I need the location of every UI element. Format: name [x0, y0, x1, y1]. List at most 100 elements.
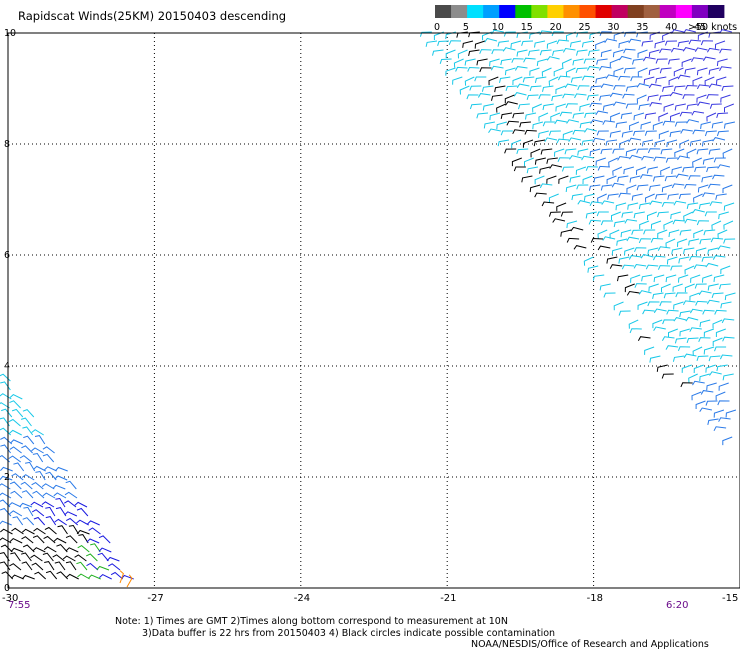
wind-barb	[673, 301, 684, 310]
wind-barb	[631, 193, 643, 201]
wind-barb	[689, 139, 702, 147]
wind-barb	[613, 101, 626, 107]
wind-barb	[11, 408, 24, 418]
wind-barb	[523, 57, 536, 63]
wind-barb	[21, 490, 34, 499]
wind-barb	[550, 112, 561, 122]
credit-line: NOAA/NESDIS/Office of Research and Appli…	[471, 639, 709, 650]
wind-barb	[722, 148, 733, 158]
wind-barb	[610, 112, 621, 122]
wind-barb	[439, 58, 452, 64]
wind-barb	[647, 301, 660, 307]
wind-barb	[611, 247, 623, 256]
wind-barb	[670, 211, 681, 220]
wind-barb	[673, 67, 684, 77]
wind-barb	[705, 400, 718, 406]
wind-barb	[645, 264, 659, 270]
wind-barb	[586, 94, 599, 101]
wind-barb	[677, 40, 690, 48]
wind-barb	[641, 139, 654, 147]
wind-barb	[528, 49, 540, 56]
wind-barb	[709, 201, 723, 207]
wind-barb	[510, 40, 522, 49]
x-tick-label: -24	[294, 593, 310, 604]
wind-barb	[700, 40, 714, 46]
wind-barb	[641, 155, 654, 161]
wind-barb	[701, 139, 714, 147]
wind-barb	[586, 66, 600, 71]
legend-label: 20	[550, 22, 562, 33]
wind-barb	[540, 148, 553, 155]
wind-barb	[606, 175, 617, 185]
wind-barb	[21, 445, 33, 454]
wind-barb	[589, 85, 602, 92]
wind-barb	[697, 184, 709, 193]
wind-barb	[548, 211, 561, 217]
wind-barb	[592, 137, 606, 143]
wind-barb	[572, 129, 585, 135]
wind-barb	[466, 94, 479, 100]
wind-barb	[668, 58, 680, 65]
wind-barb	[484, 37, 498, 43]
wind-barb	[604, 38, 618, 43]
wind-barb	[432, 49, 444, 56]
wind-barb	[708, 148, 721, 155]
wind-barb	[636, 184, 649, 191]
wind-barb	[583, 193, 595, 201]
wind-barb	[719, 48, 732, 54]
wind-barb	[599, 283, 611, 291]
wind-barb	[554, 148, 565, 157]
wind-barb	[674, 337, 687, 344]
wind-barb	[65, 480, 77, 490]
wind-barb	[66, 573, 79, 580]
wind-barb	[617, 175, 629, 183]
wind-barb	[708, 83, 722, 89]
y-tick-label: 4	[4, 361, 10, 372]
wind-barb	[628, 319, 639, 329]
wind-barb	[660, 166, 671, 176]
wind-barb	[477, 93, 491, 98]
wind-barb	[557, 157, 570, 163]
wind-barb	[559, 111, 573, 117]
wind-barb	[513, 92, 527, 97]
wind-barb	[715, 328, 726, 337]
wind-barb	[630, 274, 641, 283]
legend-swatch	[595, 5, 613, 18]
wind-barb	[110, 571, 124, 580]
wind-barb	[512, 76, 523, 86]
wind-barb	[675, 173, 689, 179]
wind-barb	[596, 211, 609, 217]
wind-barb	[76, 507, 89, 517]
wind-barb	[582, 175, 593, 185]
wind-barb	[662, 120, 675, 126]
wind-barb	[638, 103, 650, 111]
x-tick-label: -27	[147, 593, 163, 604]
wind-barb	[658, 112, 669, 122]
wind-barb	[549, 164, 563, 169]
wind-barb	[511, 58, 524, 63]
wind-barb	[453, 58, 464, 68]
wind-barb	[619, 139, 630, 149]
wind-barb	[534, 175, 545, 185]
wind-barb	[0, 393, 12, 400]
wind-barb	[20, 552, 32, 562]
wind-barb	[0, 483, 11, 490]
wind-barb	[712, 337, 723, 347]
wind-barb	[570, 226, 584, 232]
wind-barb	[707, 418, 719, 426]
wind-barb	[548, 76, 559, 86]
wind-barb	[489, 58, 500, 67]
wind-barb	[55, 466, 68, 472]
wind-barb	[705, 262, 719, 268]
wind-barb	[611, 211, 621, 221]
wind-barb	[677, 346, 691, 351]
wind-barb	[52, 554, 65, 562]
wind-barb	[452, 76, 463, 85]
wind-barb	[590, 119, 604, 124]
wind-barb	[698, 202, 711, 210]
note-line-1: Note: 1) Times are GMT 2)Times along bot…	[115, 616, 508, 627]
legend-swatch	[451, 5, 468, 18]
wind-barb	[448, 40, 462, 46]
wind-barb	[85, 553, 98, 562]
wind-barb	[600, 220, 614, 226]
